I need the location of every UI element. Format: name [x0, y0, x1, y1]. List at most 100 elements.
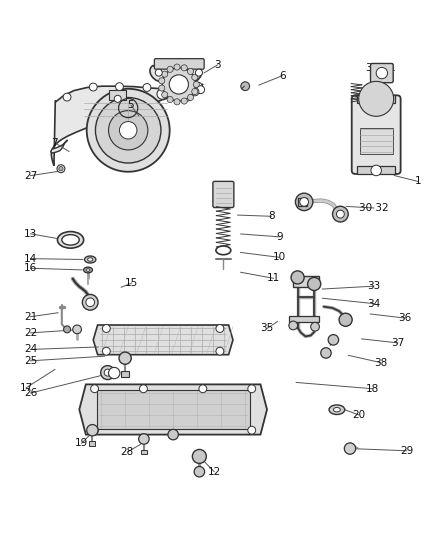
Circle shape [109, 367, 120, 379]
Text: 15: 15 [125, 278, 138, 288]
Text: 19: 19 [75, 438, 88, 448]
Circle shape [159, 85, 165, 91]
Text: 16: 16 [24, 263, 37, 273]
Circle shape [143, 84, 151, 92]
Bar [360, 128, 393, 154]
Circle shape [197, 86, 205, 94]
Circle shape [157, 89, 167, 99]
Circle shape [187, 94, 194, 100]
Circle shape [82, 294, 98, 310]
Ellipse shape [333, 408, 340, 412]
Circle shape [169, 75, 188, 94]
Circle shape [248, 385, 256, 393]
Polygon shape [150, 62, 201, 84]
FancyBboxPatch shape [352, 95, 401, 174]
Circle shape [328, 335, 339, 345]
Text: 27: 27 [24, 171, 37, 181]
Circle shape [174, 64, 180, 70]
Text: 25: 25 [24, 356, 37, 366]
Text: 18: 18 [366, 384, 379, 394]
Text: 5: 5 [127, 100, 134, 110]
Circle shape [109, 111, 148, 150]
Circle shape [167, 66, 173, 72]
Text: 12: 12 [208, 467, 221, 477]
Polygon shape [79, 384, 267, 434]
Text: 38: 38 [374, 358, 387, 368]
Circle shape [159, 78, 165, 84]
Bar [293, 276, 319, 287]
Circle shape [91, 385, 99, 393]
Text: 36: 36 [398, 313, 411, 323]
Circle shape [102, 348, 110, 355]
Circle shape [192, 449, 206, 463]
Bar [141, 450, 147, 454]
Circle shape [332, 206, 348, 222]
Circle shape [311, 322, 319, 331]
Bar [97, 390, 250, 430]
Circle shape [376, 67, 388, 79]
Circle shape [194, 82, 202, 90]
Circle shape [59, 166, 63, 171]
Ellipse shape [84, 267, 92, 273]
Circle shape [114, 95, 121, 102]
Circle shape [86, 298, 95, 306]
Text: 33: 33 [367, 281, 381, 291]
Circle shape [191, 88, 199, 96]
Circle shape [182, 91, 190, 99]
Text: 2: 2 [364, 89, 371, 99]
Circle shape [101, 366, 115, 379]
Circle shape [102, 325, 110, 333]
Circle shape [181, 65, 187, 71]
Circle shape [216, 325, 224, 333]
Bar [297, 198, 307, 206]
Circle shape [187, 68, 194, 75]
Ellipse shape [57, 231, 84, 248]
Polygon shape [51, 83, 203, 166]
Circle shape [184, 93, 191, 101]
Circle shape [359, 82, 394, 116]
Circle shape [64, 326, 71, 333]
Bar [121, 371, 130, 377]
FancyBboxPatch shape [213, 181, 234, 207]
Circle shape [289, 321, 297, 330]
Circle shape [184, 81, 191, 89]
FancyBboxPatch shape [371, 63, 393, 83]
FancyBboxPatch shape [154, 59, 204, 69]
Circle shape [95, 98, 161, 163]
Circle shape [57, 165, 65, 173]
Circle shape [195, 69, 202, 76]
Circle shape [139, 434, 149, 444]
Text: 3: 3 [214, 60, 221, 70]
Text: 14: 14 [24, 254, 37, 264]
Circle shape [180, 89, 188, 96]
Text: 6: 6 [279, 71, 286, 80]
Bar [357, 95, 396, 103]
Text: 1: 1 [414, 176, 421, 187]
Circle shape [162, 68, 195, 101]
Circle shape [300, 198, 308, 206]
Text: 28: 28 [121, 447, 134, 457]
Text: 7: 7 [51, 138, 58, 148]
Ellipse shape [329, 405, 345, 415]
Circle shape [193, 82, 199, 87]
Text: 13: 13 [24, 229, 37, 239]
Text: 35: 35 [261, 324, 274, 334]
Circle shape [192, 88, 198, 94]
Text: 4: 4 [185, 76, 192, 86]
Circle shape [162, 71, 168, 77]
Circle shape [291, 271, 304, 284]
Polygon shape [93, 325, 233, 354]
Circle shape [174, 99, 180, 105]
Circle shape [119, 352, 131, 364]
Text: 21: 21 [24, 312, 37, 322]
Circle shape [155, 69, 162, 76]
Ellipse shape [88, 258, 93, 261]
Text: 26: 26 [24, 388, 37, 398]
Text: 24: 24 [24, 344, 37, 354]
Circle shape [181, 98, 187, 104]
Circle shape [216, 348, 224, 355]
Text: 8: 8 [268, 211, 275, 221]
Circle shape [248, 426, 256, 434]
Circle shape [199, 385, 207, 393]
Circle shape [104, 369, 111, 376]
